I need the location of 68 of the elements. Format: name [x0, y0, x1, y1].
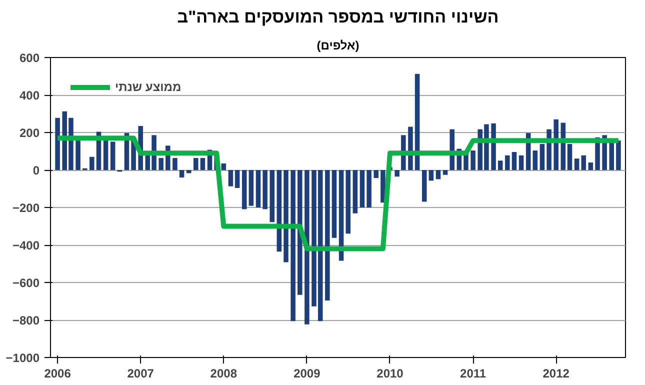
x-tick-label: 2008 [210, 366, 238, 380]
bar [394, 170, 400, 177]
x-tick-label: 2011 [460, 366, 486, 380]
bar [262, 170, 268, 210]
y-tick-label: 600 [19, 51, 40, 65]
y-tick-label: 200 [19, 126, 40, 140]
x-tick-label: 2006 [44, 366, 72, 380]
y-tick-label: −200 [12, 201, 40, 215]
bar [470, 150, 476, 170]
y-tick-label: −400 [12, 238, 40, 252]
bar [574, 158, 580, 170]
bar [581, 155, 586, 170]
bar [221, 163, 226, 170]
x-tick-label: 2009 [294, 366, 321, 380]
y-tick-label: −1000 [6, 351, 40, 365]
bar [242, 170, 247, 210]
bar [103, 140, 108, 170]
bar [442, 170, 448, 175]
bar [248, 170, 254, 206]
bar [512, 152, 517, 170]
bar [228, 170, 234, 186]
bar [346, 170, 351, 234]
bar [200, 158, 206, 170]
bar [352, 170, 358, 214]
chart-subtitle: (אלפים) [316, 38, 360, 52]
bar [325, 170, 330, 300]
bar [518, 155, 524, 170]
bar [588, 162, 594, 170]
bar [532, 150, 538, 170]
bar [270, 170, 275, 222]
bar [491, 123, 496, 170]
bar [436, 170, 441, 180]
x-tick-label: 2007 [127, 366, 154, 380]
bar [179, 170, 184, 178]
legend-label: ממוצע שנתי [115, 80, 182, 94]
bar [90, 156, 94, 170]
bar [540, 144, 545, 170]
bar [366, 170, 372, 208]
bar [546, 129, 552, 170]
x-tick-label: 2012 [542, 366, 570, 380]
bar [567, 144, 572, 170]
x-tick-label: 2010 [376, 366, 404, 380]
bar [76, 140, 80, 170]
bar [374, 170, 379, 178]
y-tick-label: 400 [19, 88, 40, 102]
bar [172, 158, 178, 170]
bar [498, 160, 503, 170]
chart-title: השינוי החודשי במספר המועסקים בארה"ב [177, 8, 499, 26]
bar [297, 170, 302, 295]
bar [290, 170, 296, 322]
bar [234, 170, 240, 188]
bar [194, 158, 198, 170]
bar [55, 118, 60, 170]
bar [428, 170, 434, 181]
bar [554, 119, 558, 170]
bar [505, 155, 510, 170]
y-tick-label: −800 [12, 314, 40, 328]
bar [284, 170, 288, 262]
bar [332, 170, 337, 238]
bar [158, 158, 164, 170]
bar [616, 140, 621, 170]
bar [422, 170, 427, 202]
y-tick-label: −600 [12, 276, 40, 290]
bar [304, 170, 310, 324]
bar [256, 170, 261, 208]
bar [110, 142, 116, 170]
y-tick-label: 0 [32, 164, 40, 178]
bar [360, 170, 365, 208]
